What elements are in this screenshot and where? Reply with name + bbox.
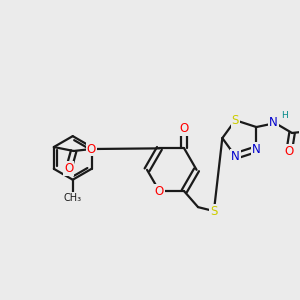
- Text: N: N: [252, 143, 261, 156]
- Text: N: N: [231, 149, 240, 163]
- Text: S: S: [210, 205, 218, 218]
- Text: O: O: [64, 162, 73, 175]
- Text: O: O: [284, 145, 294, 158]
- Text: O: O: [180, 122, 189, 135]
- Text: CH₃: CH₃: [64, 193, 82, 202]
- Text: H: H: [281, 111, 287, 120]
- Text: N: N: [269, 116, 278, 129]
- Text: O: O: [155, 185, 164, 198]
- Text: S: S: [232, 114, 239, 127]
- Text: O: O: [87, 142, 96, 155]
